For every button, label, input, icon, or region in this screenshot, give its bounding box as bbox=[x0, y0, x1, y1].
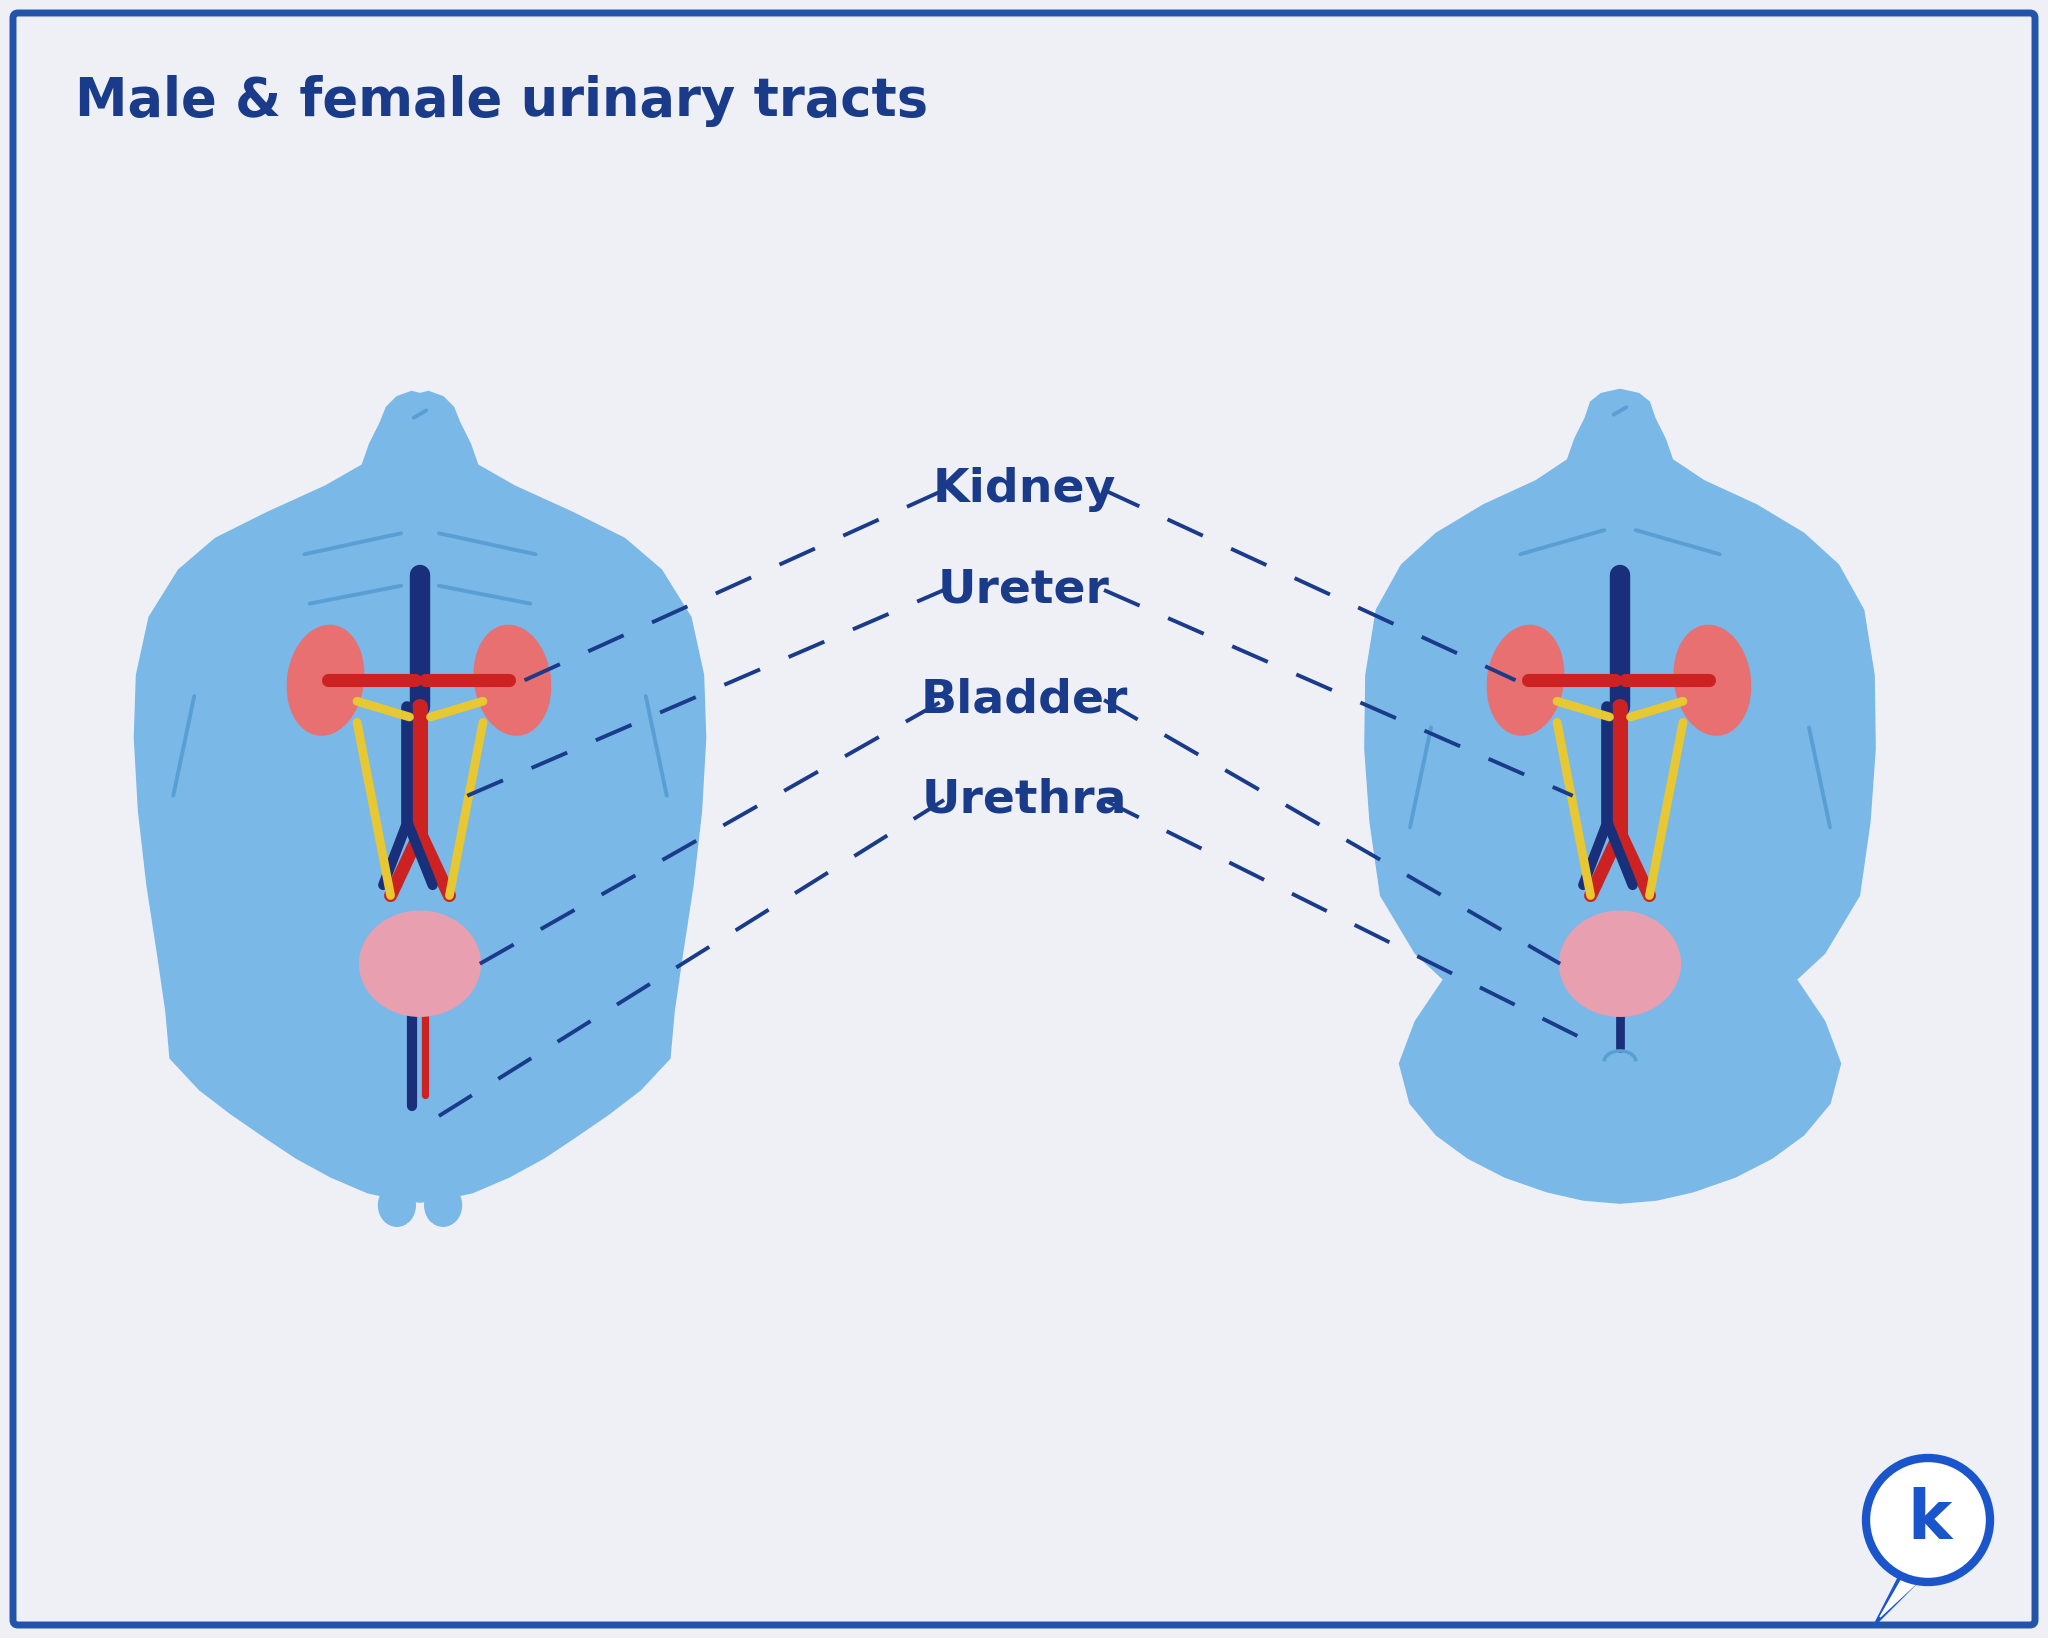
Text: Urethra: Urethra bbox=[922, 778, 1126, 822]
FancyBboxPatch shape bbox=[12, 13, 2036, 1625]
Polygon shape bbox=[135, 391, 707, 1202]
Polygon shape bbox=[1880, 1577, 1921, 1617]
Circle shape bbox=[1866, 1458, 1991, 1582]
Polygon shape bbox=[1874, 1574, 1923, 1627]
Text: k: k bbox=[1909, 1487, 1952, 1553]
Text: Bladder: Bladder bbox=[920, 678, 1128, 722]
Text: Kidney: Kidney bbox=[932, 467, 1116, 513]
Text: Ureter: Ureter bbox=[938, 567, 1110, 613]
Ellipse shape bbox=[401, 1102, 438, 1192]
Ellipse shape bbox=[424, 1184, 461, 1227]
Ellipse shape bbox=[360, 911, 481, 1016]
Polygon shape bbox=[1364, 390, 1876, 1204]
Ellipse shape bbox=[1561, 911, 1679, 1016]
Ellipse shape bbox=[287, 626, 365, 735]
Ellipse shape bbox=[475, 626, 551, 735]
Ellipse shape bbox=[1487, 626, 1565, 735]
Ellipse shape bbox=[1673, 626, 1751, 735]
Text: Male & female urinary tracts: Male & female urinary tracts bbox=[76, 75, 928, 128]
Ellipse shape bbox=[379, 1184, 416, 1227]
